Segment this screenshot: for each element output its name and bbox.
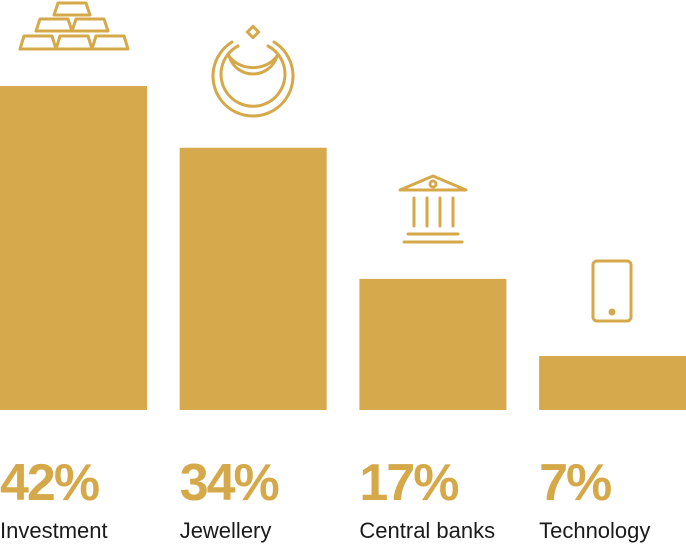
- value-label: 7%: [539, 454, 611, 512]
- category-label: Technology: [539, 518, 650, 543]
- bar: [539, 356, 686, 410]
- category-label: Central banks: [359, 518, 495, 543]
- value-label: 42%: [0, 454, 99, 512]
- bar: [0, 86, 147, 411]
- icon-necklace: [211, 24, 295, 118]
- bar: [179, 147, 327, 410]
- bar: [359, 278, 507, 410]
- icon-phone: [591, 259, 633, 323]
- value-label: 34%: [180, 454, 279, 512]
- category-label: Investment: [0, 518, 108, 543]
- icon-gold-bars: [18, 1, 130, 51]
- icon-bank: [398, 174, 468, 244]
- value-label: 17%: [359, 454, 458, 512]
- category-label: Jewellery: [180, 518, 272, 543]
